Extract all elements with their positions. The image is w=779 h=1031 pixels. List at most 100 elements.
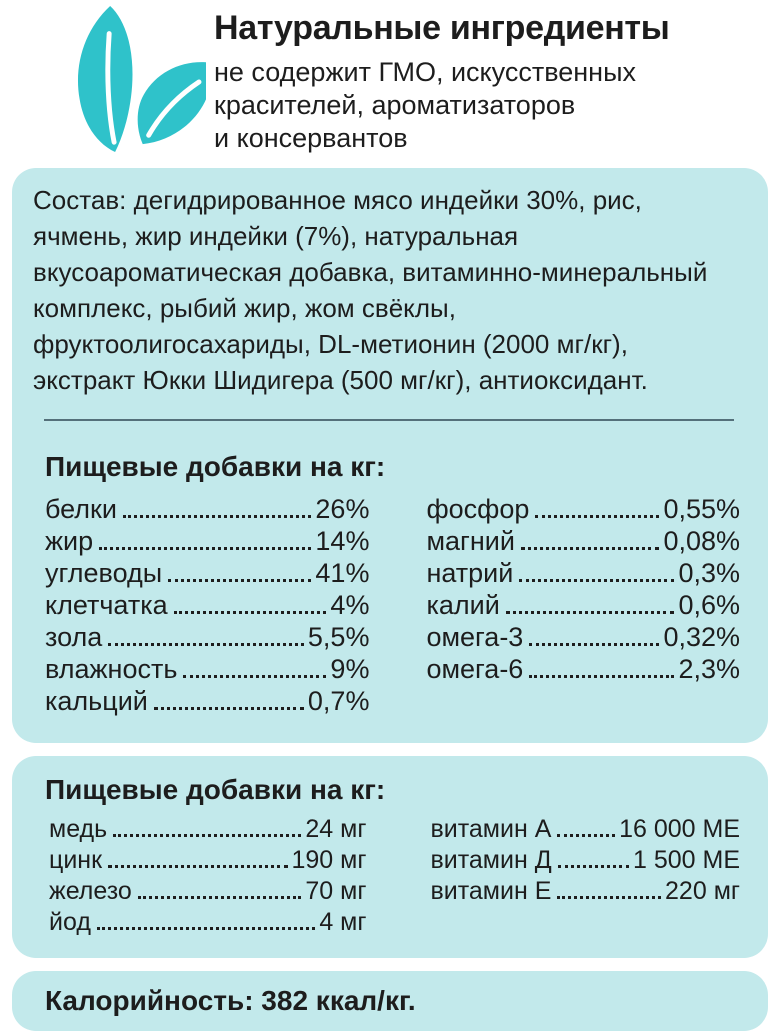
dot-leader bbox=[529, 643, 660, 646]
additive-value: 24 мг bbox=[305, 815, 367, 843]
nutrition-heading: Пищевые добавки на кг: bbox=[45, 451, 386, 482]
additive-label: витамин Е bbox=[430, 877, 552, 905]
nutrient-label: белки bbox=[45, 494, 117, 524]
additive-label: медь bbox=[49, 815, 108, 843]
table-row: витамин Д 1 500 МЕ bbox=[430, 845, 740, 876]
table-row: натрий 0,3% bbox=[426, 557, 740, 589]
table-row: цинк 190 мг bbox=[49, 845, 366, 876]
dot-leader bbox=[505, 611, 675, 614]
additive-label: витамин Д bbox=[430, 846, 552, 874]
dot-leader bbox=[113, 834, 302, 837]
nutrient-label: калий bbox=[426, 590, 500, 620]
dot-leader bbox=[108, 865, 288, 868]
nutrient-label: жир bbox=[45, 526, 94, 556]
nutrient-label: влажность bbox=[45, 654, 178, 684]
additive-value: 70 мг bbox=[305, 877, 367, 905]
nutrient-label: зола bbox=[45, 622, 103, 652]
subtitle-line: и консервантов bbox=[214, 123, 408, 154]
composition-line: Состав: дегидрированное мясо индейки 30%… bbox=[33, 185, 642, 215]
additive-label: йод bbox=[49, 908, 91, 936]
nutrient-value: 0,55% bbox=[663, 494, 740, 524]
nutrient-value: 4% bbox=[330, 590, 370, 620]
divider bbox=[44, 419, 734, 421]
leaf-icon-svg bbox=[77, 5, 214, 153]
additive-label: железо bbox=[49, 877, 132, 905]
table-row: кальций 0,7% bbox=[45, 685, 369, 717]
composition-line: вкусоароматическая добавка, витаминно-ми… bbox=[33, 257, 708, 287]
subtitle-line: красителей, ароматизаторов bbox=[214, 90, 576, 121]
dot-leader bbox=[529, 675, 675, 678]
table-row: клетчатка 4% bbox=[45, 589, 369, 621]
composition-card: Состав: дегидрированное мясо индейки 30%… bbox=[12, 168, 768, 743]
dot-leader bbox=[108, 643, 304, 646]
dot-leader bbox=[520, 547, 660, 550]
additive-value: 220 мг bbox=[665, 877, 740, 905]
additives-heading: Пищевые добавки на кг: bbox=[45, 774, 386, 805]
nutrient-value: 0,7% bbox=[307, 686, 370, 716]
dot-leader bbox=[557, 865, 629, 868]
nutrient-label: натрий bbox=[426, 558, 514, 588]
calories-text: Калорийность: 382 ккал/кг. bbox=[45, 985, 416, 1016]
nutrient-label: клетчатка bbox=[45, 590, 168, 620]
nutrient-value: 0,6% bbox=[678, 590, 740, 620]
table-row: омега-6 2,3% bbox=[426, 653, 740, 685]
nutrient-label: магний bbox=[426, 526, 515, 556]
table-row: йод 4 мг bbox=[49, 907, 366, 938]
nutrient-value: 0,08% bbox=[663, 526, 740, 556]
leaf-icon bbox=[38, 4, 214, 156]
nutrient-label: кальций bbox=[45, 686, 148, 716]
nutrition-column-right: фосфор 0,55% магний 0,08% натрий 0,3% калий… bbox=[426, 493, 740, 717]
dot-leader bbox=[122, 515, 312, 518]
nutrient-value: 9% bbox=[330, 654, 370, 684]
composition-line: комплекс, рыбий жир, жом свёклы, bbox=[33, 293, 456, 323]
nutrient-value: 41% bbox=[315, 558, 370, 588]
additive-label: витамин А bbox=[430, 815, 552, 843]
dot-leader bbox=[535, 515, 660, 518]
table-row: витамин А 16 000 МЕ bbox=[430, 814, 740, 845]
subtitle: не содержит ГМО, искусственных красителе… bbox=[214, 56, 670, 155]
table-row: жир 14% bbox=[45, 525, 369, 557]
composition-text: Состав: дегидрированное мясо индейки 30%… bbox=[33, 182, 740, 398]
composition-line: ячмень, жир индейки (7%), натуральная bbox=[33, 221, 519, 251]
table-row: омега-3 0,32% bbox=[426, 621, 740, 653]
additive-value: 16 000 МЕ bbox=[619, 815, 740, 843]
nutrient-label: углеводы bbox=[45, 558, 163, 588]
nutrition-table: белки 26% жир 14% углеводы 41% клетчатка 4% … bbox=[45, 493, 740, 717]
dot-leader bbox=[557, 896, 662, 899]
nutrient-value: 14% bbox=[315, 526, 370, 556]
dot-leader bbox=[168, 579, 312, 582]
nutrient-value: 0,3% bbox=[678, 558, 740, 588]
table-row: зола 5,5% bbox=[45, 621, 369, 653]
header: Натуральные ингредиенты не содержит ГМО,… bbox=[0, 0, 779, 158]
table-row: медь 24 мг bbox=[49, 814, 366, 845]
nutrient-value: 5,5% bbox=[307, 622, 370, 652]
nutrition-column-left: белки 26% жир 14% углеводы 41% клетчатка 4% … bbox=[45, 493, 369, 717]
table-row: магний 0,08% bbox=[426, 525, 740, 557]
additive-label: цинк bbox=[49, 846, 103, 874]
dot-leader bbox=[137, 896, 302, 899]
additives-table: медь 24 мг цинк 190 мг железо 70 мг йод 4 мг… bbox=[45, 814, 740, 938]
table-row: железо 70 мг bbox=[49, 876, 366, 907]
page-title: Натуральные ингредиенты bbox=[214, 9, 670, 47]
nutrient-value: 26% bbox=[315, 494, 370, 524]
additive-value: 4 мг bbox=[319, 908, 367, 936]
additives-column-right: витамин А 16 000 МЕ витамин Д 1 500 МЕ вит… bbox=[430, 814, 740, 938]
nutrient-value: 0,32% bbox=[663, 622, 740, 652]
table-row: влажность 9% bbox=[45, 653, 369, 685]
composition-line: фруктоолигосахариды, DL-метионин (2000 м… bbox=[33, 329, 628, 359]
nutrient-label: омега-3 bbox=[426, 622, 524, 652]
table-row: витамин Е 220 мг bbox=[430, 876, 740, 907]
dot-leader bbox=[183, 675, 327, 678]
dot-leader bbox=[96, 927, 316, 930]
dot-leader bbox=[557, 834, 616, 837]
nutrient-value: 2,3% bbox=[678, 654, 740, 684]
table-row: белки 26% bbox=[45, 493, 369, 525]
nutrient-label: фосфор bbox=[426, 494, 530, 524]
additive-value: 190 мг bbox=[291, 846, 367, 874]
dot-leader bbox=[519, 579, 675, 582]
subtitle-line: не содержит ГМО, искусственных bbox=[214, 57, 636, 88]
composition-line: экстракт Юкки Шидигера (500 мг/кг), анти… bbox=[33, 365, 648, 395]
dot-leader bbox=[173, 611, 327, 614]
header-text: Натуральные ингредиенты не содержит ГМО,… bbox=[214, 4, 670, 155]
